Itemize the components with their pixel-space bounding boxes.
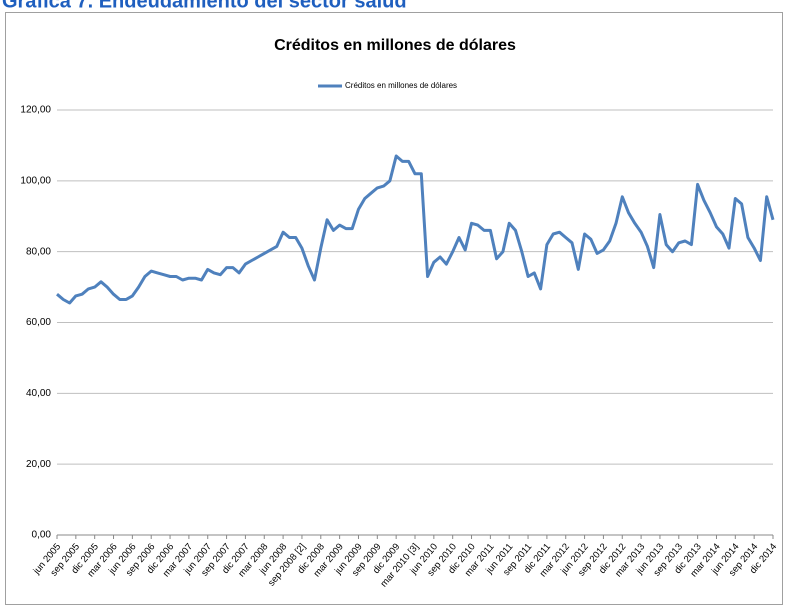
y-tick-label: 60,00 (26, 317, 51, 328)
y-tick-label: 120,00 (20, 105, 51, 116)
data-line (56, 154, 775, 305)
y-tick-label: 40,00 (26, 388, 51, 399)
legend-label: Créditos en millones de dólares (345, 81, 457, 90)
chart-title: Créditos en millones de dólares (274, 37, 516, 54)
y-tick-label: 20,00 (26, 459, 51, 470)
y-tick-label: 100,00 (20, 175, 51, 186)
page-heading: Gráfica 7. Endeudamiento del sector salu… (2, 0, 407, 12)
y-tick-label: 0,00 (32, 530, 52, 541)
chart-frame (5, 12, 783, 605)
y-tick-label: 80,00 (26, 246, 51, 257)
